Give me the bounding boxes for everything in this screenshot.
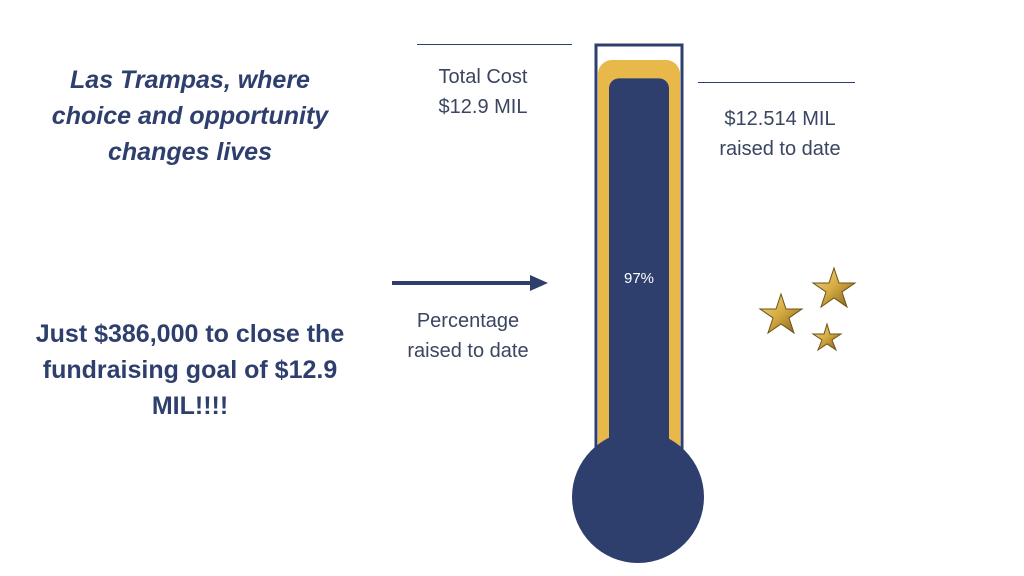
total-cost-label: Total Cost $12.9 MIL [408,62,558,122]
right-arrow-icon [392,275,548,291]
percentage-label-line2: raised to date [407,340,529,362]
percentage-label-line1: Percentage [416,310,520,332]
thermometer-bulb [572,431,704,563]
total-cost-rule [417,44,572,45]
raised-label: $12.514 MIL raised to date [690,104,870,164]
percent-text: 97% [624,270,654,287]
total-cost-value: $12.9 MIL [438,96,528,118]
total-cost-title: Total Cost [438,66,528,88]
goal-message: Just $386,000 to close the fundraising g… [35,320,345,420]
raised-caption: raised to date [719,138,841,160]
star-icon [811,322,843,352]
raised-value: $12.514 MIL [724,108,836,130]
tagline: Las Trampas, where choice and opportunit… [51,66,329,166]
raised-rule [698,82,855,83]
star-icon [758,292,804,335]
star-icon [811,266,857,309]
percentage-label: Percentage raised to date [378,306,558,366]
thermometer-fill [609,78,669,479]
